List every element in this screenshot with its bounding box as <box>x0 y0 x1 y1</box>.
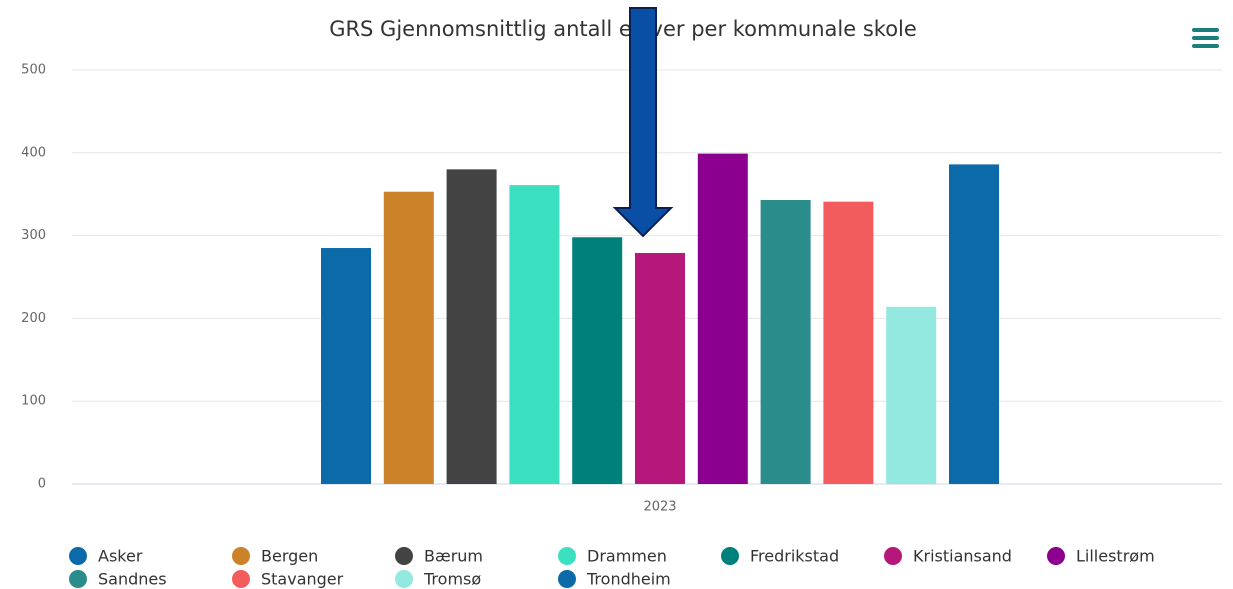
bar <box>572 237 623 484</box>
legend-label: Trondheim <box>586 570 671 589</box>
legend-marker <box>69 570 87 588</box>
y-tick-label: 0 <box>38 477 46 492</box>
chart-title: GRS Gjennomsnittlig antall elever per ko… <box>329 17 917 41</box>
legend-label: Tromsø <box>423 570 481 589</box>
legend-marker <box>721 547 739 565</box>
legend-label: Stavanger <box>261 570 344 589</box>
y-tick-label: 300 <box>21 228 46 243</box>
bar <box>823 201 874 485</box>
y-tick-label: 400 <box>21 145 46 160</box>
menu-bar[interactable] <box>1192 36 1219 40</box>
y-tick-label: 200 <box>21 311 46 326</box>
legend-marker <box>558 570 576 588</box>
legend-label: Sandnes <box>98 570 167 589</box>
plot: 0 100 200 300 400 500 2023 Asker Bergen Bærum Dram… <box>21 63 1222 589</box>
y-tick-label: 500 <box>21 63 46 78</box>
legend-marker <box>558 547 576 565</box>
legend-label: Kristiansand <box>913 547 1012 566</box>
bar <box>635 252 685 484</box>
menu-icon[interactable] <box>1192 28 1219 48</box>
annotation-arrow <box>612 7 674 238</box>
legend-label: Lillestrøm <box>1076 547 1155 566</box>
legend-marker <box>1047 547 1065 565</box>
menu-bar[interactable] <box>1192 44 1219 48</box>
legend-label: Bergen <box>261 547 318 566</box>
legend-marker <box>69 547 87 565</box>
legend-marker <box>232 547 250 565</box>
bar <box>509 185 560 485</box>
bar <box>760 199 811 484</box>
y-tick-label: 100 <box>21 394 46 409</box>
legend-label: Bærum <box>424 547 483 566</box>
menu-bar[interactable] <box>1192 28 1219 32</box>
x-tick-label: 2023 <box>643 500 676 515</box>
legend-label: Asker <box>98 547 143 566</box>
legend-marker <box>395 547 413 565</box>
bar <box>446 169 497 485</box>
bar <box>949 164 999 484</box>
legend-marker <box>395 570 413 588</box>
bar <box>321 248 371 484</box>
legend-label: Fredrikstad <box>750 547 839 566</box>
legend-label: Drammen <box>587 547 667 566</box>
legend-marker <box>232 570 250 588</box>
legend-marker <box>884 547 902 565</box>
bar <box>697 153 748 485</box>
bar <box>383 191 434 484</box>
bar <box>886 306 937 484</box>
